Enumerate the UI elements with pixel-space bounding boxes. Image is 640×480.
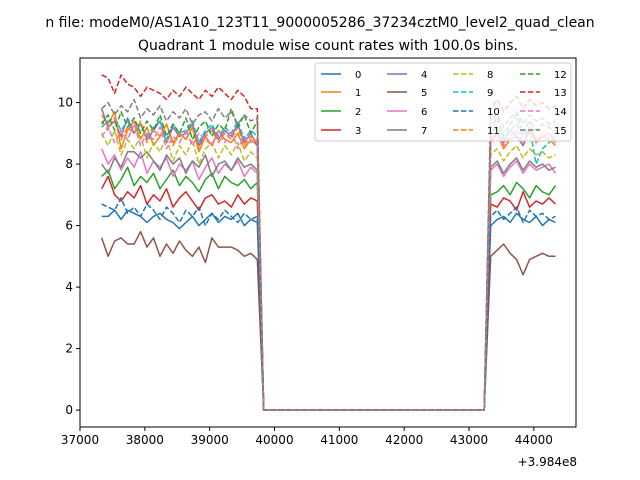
legend-label-4: 4 [421, 70, 427, 81]
series-line-10 [101, 197, 556, 411]
legend-label-14: 14 [554, 107, 567, 118]
legend-label-10: 10 [487, 107, 500, 118]
y-tick-label: 10 [58, 96, 73, 110]
legend-label-11: 11 [487, 126, 500, 137]
series-line-14 [101, 123, 557, 411]
x-tick-label: 44000 [515, 433, 553, 447]
legend-label-6: 6 [421, 107, 427, 118]
x-tick-label: 38000 [126, 433, 164, 447]
legend-label-2: 2 [355, 107, 361, 118]
legend-label-9: 9 [487, 88, 493, 99]
series-line-7 [101, 151, 556, 411]
series-line-9 [101, 117, 557, 411]
series-line-0 [101, 209, 556, 411]
legend-label-15: 15 [554, 126, 567, 137]
x-tick-label: 43000 [450, 433, 488, 447]
legend-frame [314, 62, 572, 142]
plot-frame [79, 57, 577, 428]
series-line-6 [101, 148, 557, 411]
x-tick-label: 41000 [320, 433, 358, 447]
y-tick-label: 6 [65, 219, 73, 233]
series-line-8 [101, 129, 556, 411]
legend-label-5: 5 [421, 88, 427, 99]
legend-label-0: 0 [355, 70, 361, 81]
legend-label-3: 3 [355, 126, 361, 137]
series-line-5 [100, 230, 556, 411]
legend-label-13: 13 [554, 88, 567, 99]
y-tick-label: 2 [65, 342, 73, 356]
legend-label-12: 12 [554, 70, 567, 81]
series-line-11 [101, 117, 557, 411]
axis-ticks: 37000 38000 39000 40000 41000 42000 43000 44000… [58, 96, 553, 447]
y-tick-label: 0 [65, 403, 73, 417]
y-tick-label: 8 [65, 157, 73, 171]
figure-suptitle: n file: modeM0/AS1A10_123T11_9000005286_… [45, 15, 594, 31]
x-offset-label: +3.984e8 [518, 455, 577, 469]
series-line-2 [101, 166, 557, 411]
y-tick-label: 4 [65, 280, 73, 294]
legend-label-8: 8 [487, 70, 493, 81]
x-tick-label: 39000 [191, 433, 229, 447]
legend-label-7: 7 [421, 126, 427, 137]
x-tick-label: 42000 [385, 433, 423, 447]
x-tick-label: 40000 [255, 433, 293, 447]
series-line-15 [101, 98, 556, 411]
chart-title: Quadrant 1 module wise count rates with … [138, 38, 518, 54]
x-tick-label: 37000 [61, 433, 99, 447]
legend-label-1: 1 [355, 88, 361, 99]
